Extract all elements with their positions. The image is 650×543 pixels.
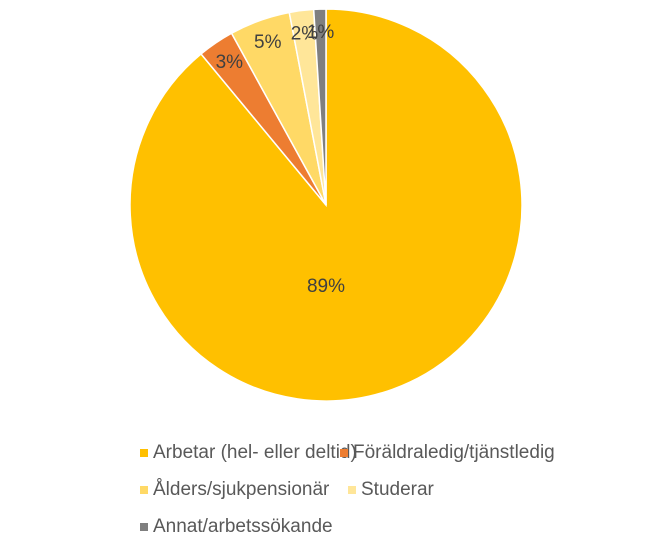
pie-slice: [312, 8, 327, 206]
legend-label: Annat/arbetssökande: [153, 516, 333, 537]
legend-swatch: [348, 486, 356, 494]
data-label: 3%: [216, 52, 244, 73]
legend-swatch: [340, 449, 348, 457]
legend-label: Arbetar (hel- eller deltid): [153, 442, 357, 463]
legend-swatch: [140, 523, 148, 531]
legend-label: Studerar: [361, 479, 435, 500]
data-label: 5%: [254, 32, 282, 53]
data-label: 89%: [307, 276, 345, 297]
data-label: 2%: [291, 23, 319, 44]
legend-swatch: [140, 449, 148, 457]
legend-label: Ålders/sjukpensionär: [153, 479, 330, 500]
legend-label: Föräldraledig/tjänstledig: [353, 442, 555, 463]
data-label: 1%: [307, 22, 335, 43]
legend-swatch: [140, 486, 148, 494]
